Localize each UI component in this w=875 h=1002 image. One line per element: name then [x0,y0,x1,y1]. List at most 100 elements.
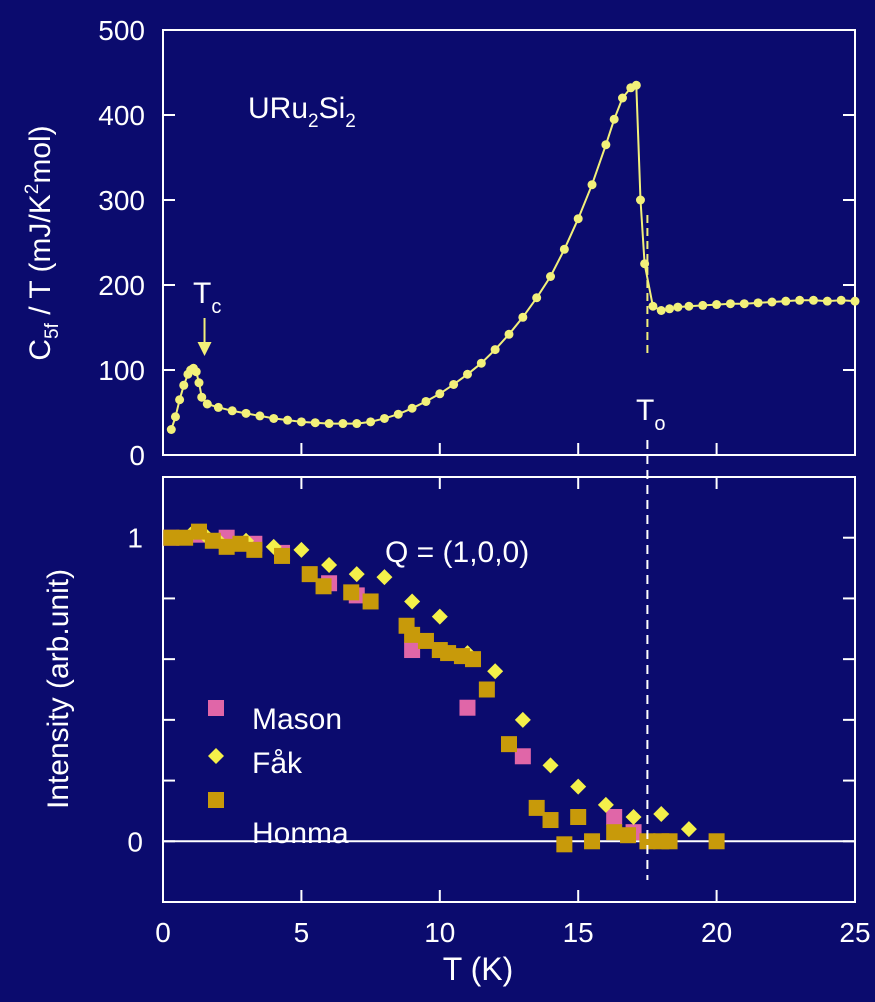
heat-capacity-point [407,403,417,413]
heat-capacity-point [712,300,722,310]
heat-capacity-point [808,295,818,305]
fak-point [376,569,393,586]
fak-point [680,821,697,838]
heat-capacity-point [656,306,666,315]
heat-capacity-point [504,329,514,339]
heat-capacity-point [296,417,306,427]
heat-capacity-point [850,296,860,306]
fak-point [348,566,365,583]
x-tick-label: 10 [424,917,455,948]
heat-capacity-point [449,379,459,389]
heat-capacity-point [725,299,735,309]
heat-capacity-point [635,195,645,205]
top-y-tick-label: 100 [98,355,145,386]
heat-capacity-point [269,413,279,423]
top-y-tick-label: 400 [98,100,145,131]
top-y-axis-label: C5f / T (mJ/K2mol) [22,125,63,360]
honma-point [556,836,573,853]
fak-point [514,711,531,728]
honma-point [639,833,656,850]
legend: Mason Fåk Honma [208,700,349,850]
heat-capacity-point [170,412,180,422]
heat-capacity-point [767,297,777,307]
honma-point [163,529,180,546]
heat-capacity-point [518,312,528,322]
top-y-axis: 0 100 200 300 400 500 [98,15,855,471]
fak-point [653,805,670,822]
fak-point [625,809,642,825]
honma-point [177,529,194,546]
heat-capacity-point [283,415,293,425]
honma-point [301,566,318,583]
honma-point [542,812,559,829]
heat-capacity-point [753,298,763,308]
mason-point [404,642,421,659]
heat-capacity-point [476,358,486,368]
heat-capacity-point [822,296,832,306]
legend-honma-marker [208,792,224,808]
heat-capacity-point [587,180,597,190]
heat-capacity-line [170,83,856,430]
heat-capacity-point [379,413,389,423]
heat-capacity-point [490,345,500,355]
intensity-series [163,523,725,853]
top-y-tick-label: 0 [129,440,145,471]
fak-point [570,778,587,795]
x-tick-label: 0 [155,917,171,948]
x-tick-label: 25 [839,917,870,948]
honma-point [404,626,421,643]
fak-point [597,796,614,813]
top-y-tick-label: 300 [98,185,145,216]
honma-point [620,827,637,844]
honma-point [315,578,332,595]
heat-capacity-point [739,299,749,309]
x-axis-label: T (K) [443,951,514,987]
x-tick-label: 5 [294,917,310,948]
legend-fak-label: Fåk [252,747,303,780]
heat-capacity-point [631,80,641,90]
heat-capacity-point [324,419,334,429]
honma-point [362,593,379,610]
heat-capacity-point [609,114,619,124]
honma-point [218,538,235,555]
heat-capacity-point [617,93,627,103]
heat-capacity-point [648,301,658,311]
heat-capacity-point [191,367,201,377]
top-panel: 0 100 200 300 400 500 C5f / T (mJ/K2mol) URu2… [22,15,860,471]
honma-point [232,535,249,552]
honma-point [204,532,221,549]
fak-point [293,541,310,558]
to-label: To [636,394,665,435]
heat-capacity-point [601,140,611,150]
heat-capacity-point [559,244,569,254]
bottom-y-tick-label: 0 [127,826,143,857]
heat-capacity-point [393,409,403,419]
heat-capacity-point [255,411,265,421]
heat-capacity-point [421,396,431,406]
heat-capacity-point [673,302,683,312]
fak-point [487,663,504,680]
heat-capacity-point [665,304,675,314]
bottom-plot-frame [162,476,856,903]
heat-capacity-point [310,418,320,428]
heat-capacity-point [532,293,542,303]
honma-point [528,799,545,816]
q-vector-label: Q = (1,0,0) [385,536,529,569]
heat-capacity-point [698,300,708,310]
fak-point [542,757,559,774]
honma-point [343,584,360,601]
heat-capacity-point [175,395,185,405]
bottom-y-axis-label: Intensity (arb.unit) [42,569,75,809]
heat-capacity-point [366,417,376,427]
legend-mason-marker [208,700,224,716]
legend-fak-marker [208,748,224,764]
honma-point [478,681,495,698]
honma-point [440,645,457,662]
x-tick-label: 20 [701,917,732,948]
honma-point [584,833,601,850]
heat-capacity-point [202,399,212,409]
bottom-x-axis: 0 5 10 15 20 25 [155,477,871,948]
mason-point [459,699,476,716]
bottom-y-axis: 01 [127,523,855,857]
heat-capacity-series [166,80,860,434]
